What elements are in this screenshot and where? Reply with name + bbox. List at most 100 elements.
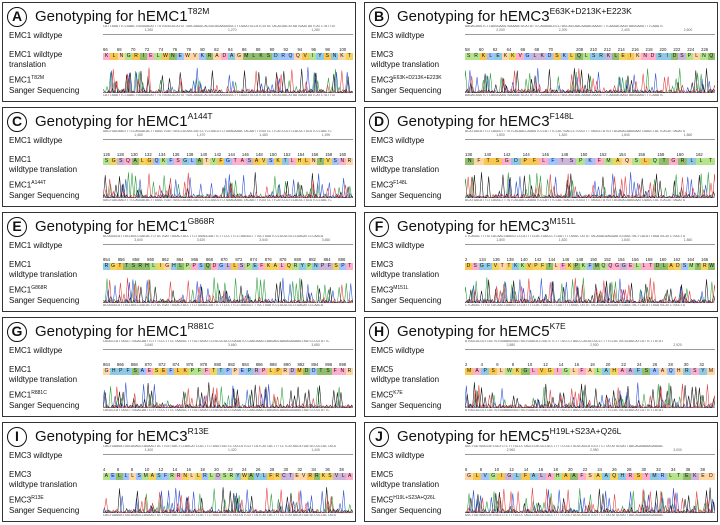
residue-number: 166 [701,257,709,262]
amino-acid: L [537,473,546,480]
residue-number: 28 [626,467,632,472]
amino-acid: A [228,53,236,60]
panel-title-superscript: H19L+S23A+Q26L [549,426,622,436]
row-label: EMC3 wildtype translation [9,470,77,490]
residue-number: 160 [659,257,667,262]
residue-number: 894 [311,362,319,367]
amino-acid: T [317,158,325,165]
residue-number: 14 [558,362,564,367]
sanger-sequence: AAGACAGGTCTCAGGGAAGTGAAAATGCATATTCCAGAGA… [465,94,664,98]
panel-title: Genotyping for hEMC3R13E [35,426,209,445]
panel-title-text: Genotyping for hEMC1 [35,218,188,235]
residue-number: 156 [311,152,319,157]
trace-t [464,277,717,305]
residue-number: 898 [339,362,347,367]
residue-number: 60 [478,47,484,52]
row-label-text: EMC1 [9,155,32,164]
amino-acid: K [519,263,526,270]
amino-acid: D [220,53,228,60]
amino-acid: S [153,368,161,375]
residue-number: 150 [580,152,588,157]
amino-acid: E [109,473,117,480]
amino-acid: K [604,53,613,60]
row-label: EMC5 wildtype translation [371,470,439,490]
amino-acid: H [110,368,118,375]
residue-number: 138 [506,257,514,262]
row-label-text2: Sanger Sequencing [371,190,442,200]
amino-acid: G [235,53,243,60]
residue-number: 218 [645,47,653,52]
amino-acid: S [103,158,111,165]
ruler-tick-label: 1,460 [134,133,143,137]
residue-number: 140 [520,257,528,262]
residue-number: 22 [228,467,233,472]
chromatogram-svg [464,68,717,95]
residue-numbers: 2 134 136 138 140 142 144 146 148 150 152 154 156 158… [465,257,715,263]
sanger-chromatogram [102,485,355,515]
amino-acid: G [620,263,628,270]
residue-number: 16 [574,362,580,367]
residue-number: 8 [479,467,483,472]
amino-acid: L [582,53,590,60]
amino-acid: D [511,158,521,165]
residue-number: 20 [567,467,573,472]
residue-number: 58 [465,47,470,52]
amino-acid: N [117,53,126,60]
amino-acid: K [509,53,517,60]
amino-acid: S [155,473,163,480]
amino-acid: A [238,158,246,165]
amino-acid: A [658,368,667,375]
amino-acid: A [131,158,139,165]
amino-acid: L [633,263,641,270]
amino-acid: L [231,263,239,270]
residue-number: 138 [186,152,194,157]
amino-acid: R [201,473,209,480]
amino-acid: S [324,368,332,375]
amino-acid: G [505,473,514,480]
residue-number: 872 [158,362,166,367]
chromatogram-svg [464,487,717,515]
amino-acid: M [295,368,303,375]
residue-number: 866 [116,362,124,367]
amino-acid: R [253,368,261,375]
row-label: EMC5 wildtype [371,346,424,356]
row-label-text: EMC1 wildtype [9,241,63,250]
residue-number: 158 [325,152,333,157]
residue-number: 34 [311,467,316,472]
amino-acid: S [553,53,561,60]
residue-number: 160 [339,152,347,157]
residue-number: 216 [631,47,639,52]
amino-acid: A [667,263,675,270]
amino-acid: V [254,473,261,480]
residue-number: 134 [158,152,166,157]
residue-number: 164 [687,257,695,262]
position-ruler: 1,260 1,270 1,280 [103,28,353,35]
amino-acid: F [267,473,275,480]
amino-acid: G [489,473,498,480]
amino-acid: H [143,263,151,270]
amino-acid: S [489,368,498,375]
amino-acid: L [660,263,668,270]
amino-acid: W [708,263,715,270]
residue-number: 880 [294,257,302,262]
residue-number: 160 [676,152,684,157]
amino-acid: A [626,368,635,375]
residue-number: 18 [553,467,558,472]
amino-acid: V [333,473,340,480]
amino-acid: H [553,473,562,480]
sequence-track: CAGTGAAGATGGCAGAGCCAGAACTGCTTGCTGACTCCAA… [102,445,355,521]
amino-acid: G [217,263,225,270]
amino-acid: A [103,473,110,480]
amino-acid: S [331,158,339,165]
residue-number: 30 [683,362,689,367]
amino-acid: T [203,158,211,165]
amino-acid: L [666,473,675,480]
row-label: EMC3 wildtype [371,241,424,251]
amino-acid: R [292,263,299,270]
row-label-superscript: R881C [31,390,47,396]
amino-acid: I [626,53,635,60]
residue-number: 144 [228,152,235,157]
amino-acid: N [312,263,320,270]
amino-acid: S [690,368,699,375]
panel-title-superscript: E63K+D213K+E223K [549,6,632,16]
